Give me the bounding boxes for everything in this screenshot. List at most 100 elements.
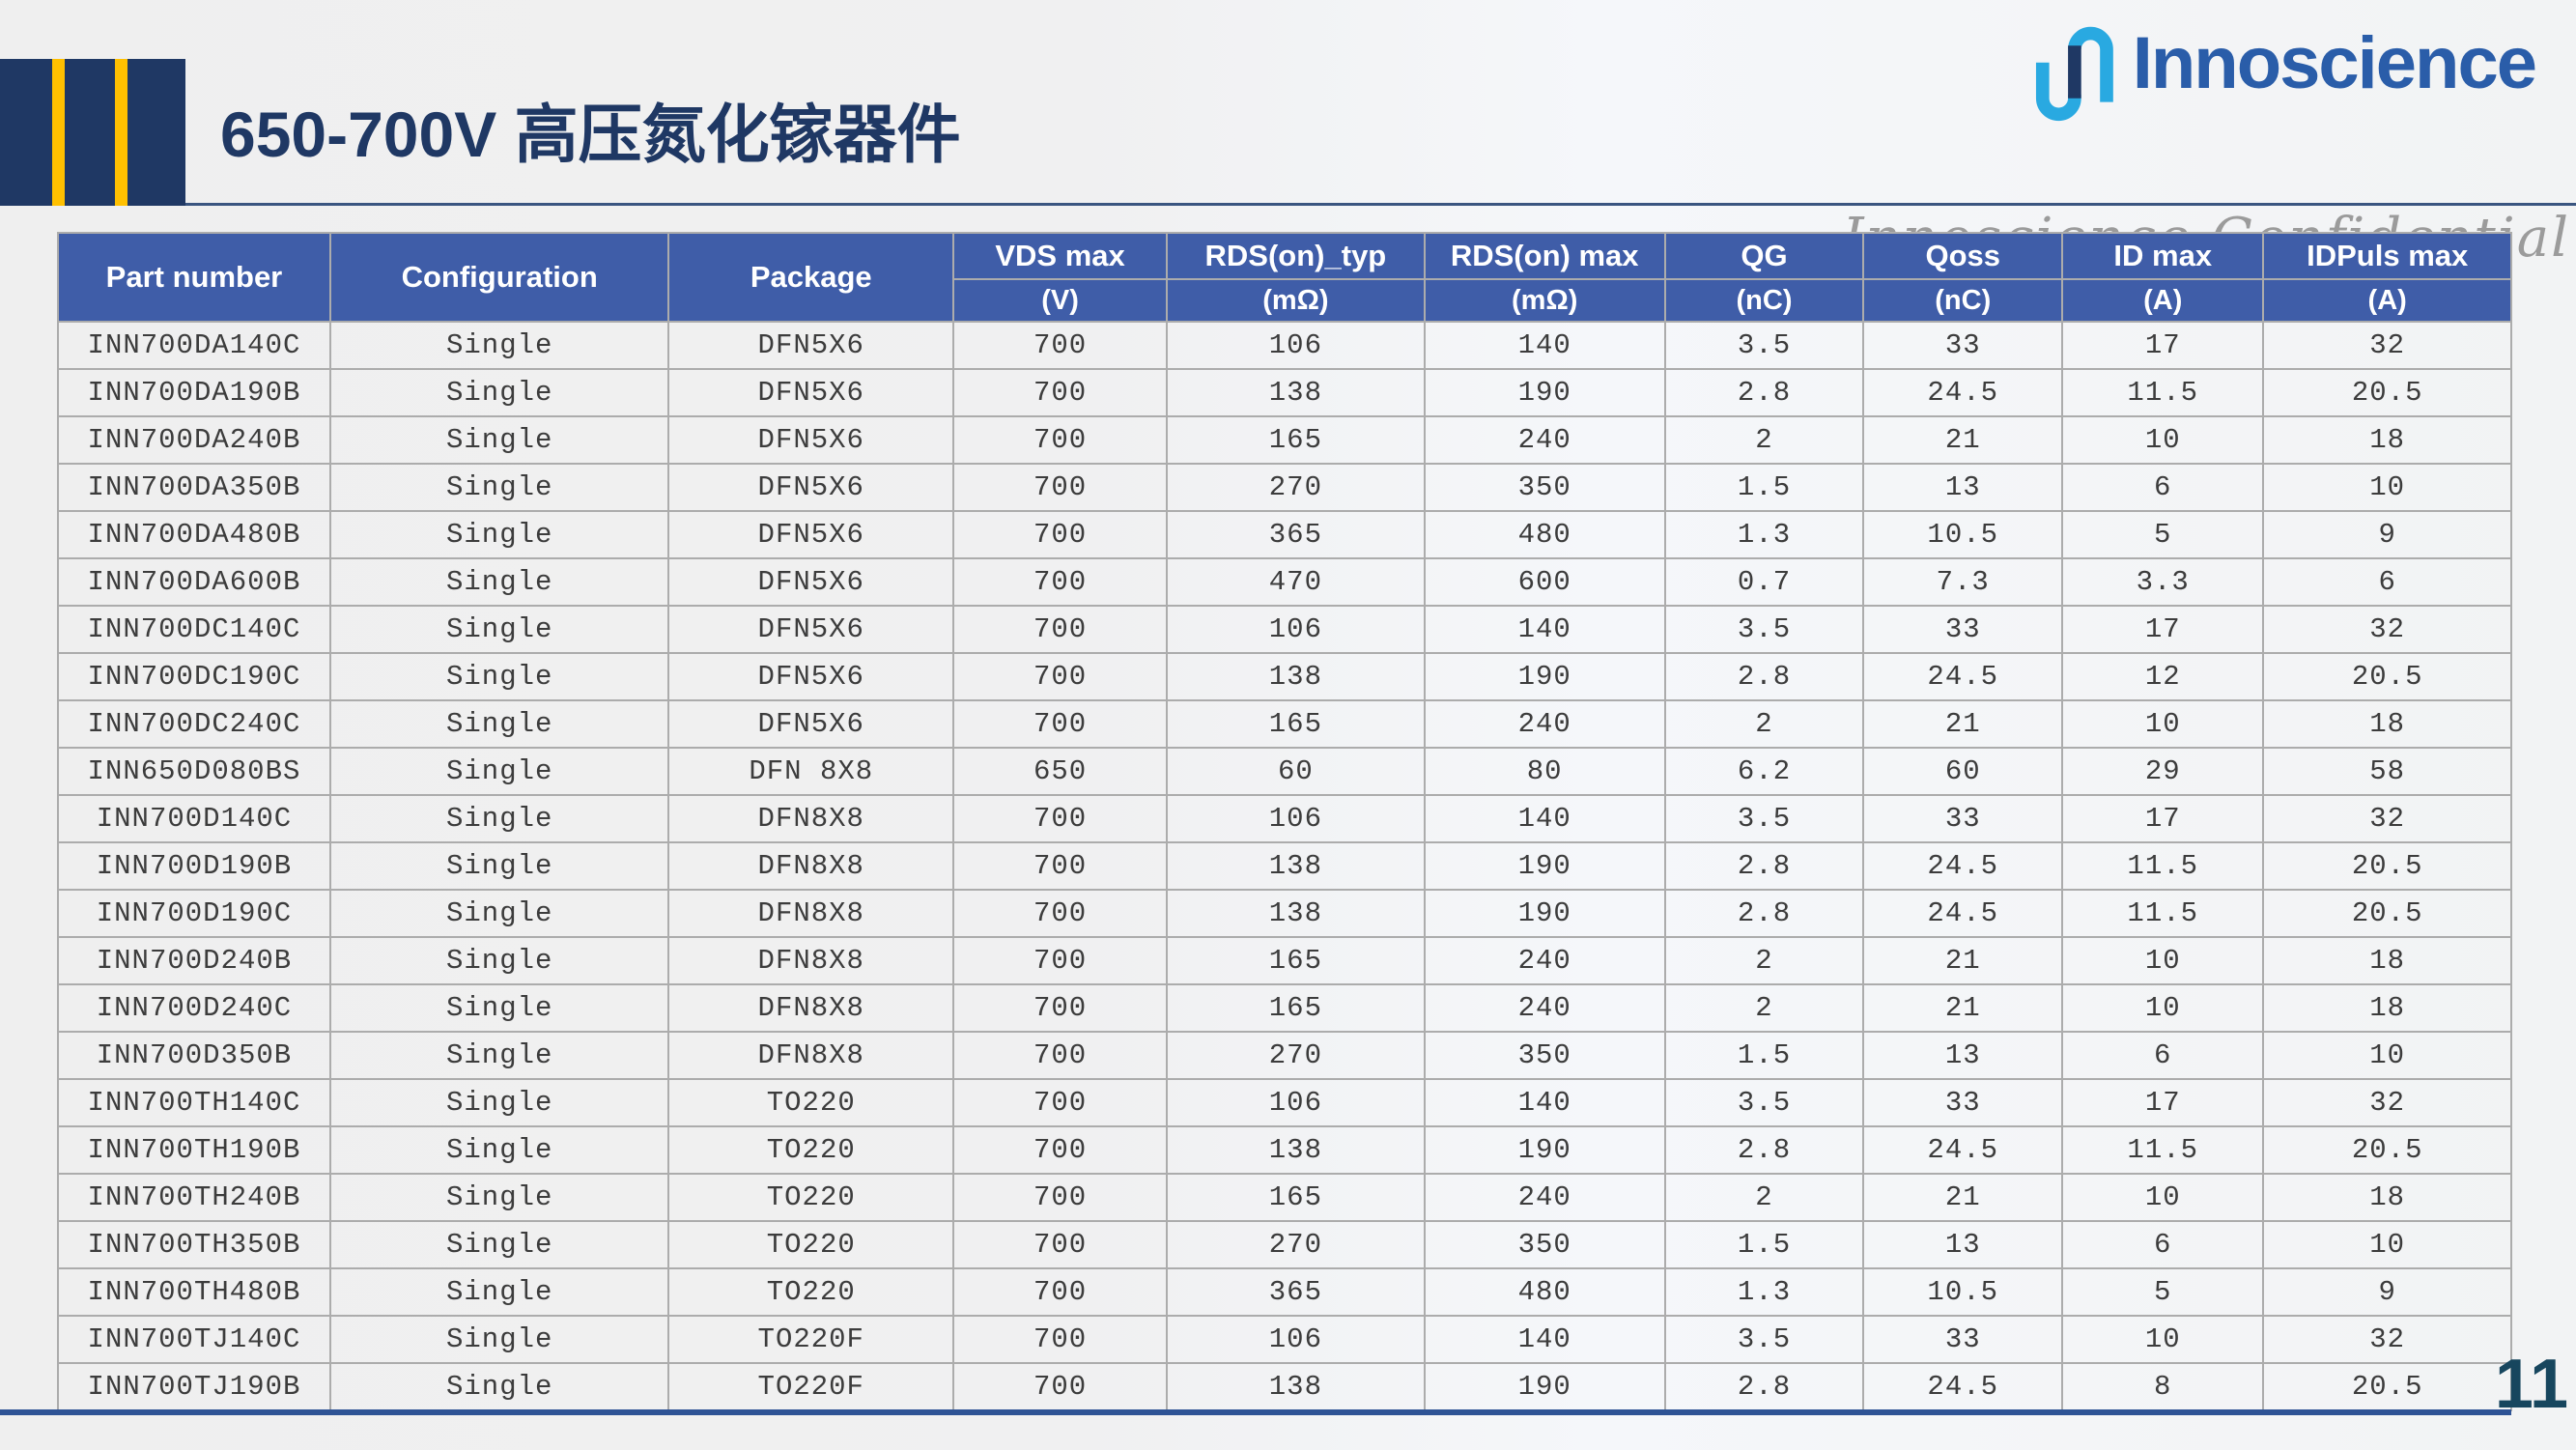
table-cell: 18: [2262, 415, 2512, 465]
table-cell: 3.5: [1663, 1315, 1865, 1364]
table-cell: 29: [2061, 747, 2265, 796]
table-row: INN700DC240C Single DFN5X6 700 165 240 2 21 10 18: [57, 699, 2512, 749]
table-cell: 700: [952, 936, 1169, 985]
table-cell: 480: [1423, 1267, 1666, 1317]
table-cell: Single: [328, 936, 670, 985]
page-number: 11: [2494, 1346, 2568, 1423]
table-cell: 18: [2262, 699, 2512, 749]
table-cell: 700: [952, 1031, 1169, 1080]
table-cell: Single: [328, 321, 670, 370]
title-underline: [0, 203, 2576, 206]
table-cell: DFN5X6: [667, 605, 955, 654]
table-cell: 138: [1166, 1125, 1426, 1175]
table-cell: 700: [952, 794, 1169, 843]
table-cell: 5: [2061, 510, 2265, 559]
table-cell: INN700DC140C: [57, 605, 331, 654]
table-cell: Single: [328, 1362, 670, 1411]
table-cell: DFN8X8: [667, 889, 955, 938]
table-row: INN700DC190C Single DFN5X6 700 138 190 2.8 24.5…: [57, 652, 2512, 701]
table-cell: 21: [1862, 699, 2064, 749]
table-cell: 33: [1862, 794, 2064, 843]
table-cell: 13: [1862, 1220, 2064, 1269]
table-cell: 365: [1166, 1267, 1426, 1317]
table-cell: 18: [2262, 936, 2512, 985]
table-cell: 6: [2061, 463, 2265, 512]
table-cell: DFN5X6: [667, 652, 955, 701]
table-cell: INN700DC240C: [57, 699, 331, 749]
table-cell: Single: [328, 1031, 670, 1080]
table-cell: DFN8X8: [667, 794, 955, 843]
table-cell: 10: [2061, 699, 2265, 749]
table-cell: 18: [2262, 983, 2512, 1033]
col-header-rdson-max: RDS(on) max: [1423, 232, 1666, 280]
table-cell: 10: [2061, 415, 2265, 465]
table-cell: 20.5: [2262, 1362, 2512, 1411]
table-cell: 10.5: [1862, 510, 2064, 559]
table-row: INN700DA140C Single DFN5X6 700 106 140 3.5 33 17…: [57, 321, 2512, 370]
table-cell: 700: [952, 510, 1169, 559]
table-cell: 240: [1423, 1173, 1666, 1222]
device-table-container: Part number Configuration Package VDS ma…: [0, 232, 2512, 1415]
table-cell: DFN8X8: [667, 983, 955, 1033]
table-cell: 700: [952, 1267, 1169, 1317]
table-cell: 3.5: [1663, 605, 1865, 654]
table-row: INN700DA190B Single DFN5X6 700 138 190 2.8 24.5…: [57, 368, 2512, 417]
table-cell: 8: [2061, 1362, 2265, 1411]
table-cell: 10: [2262, 1031, 2512, 1080]
table-cell: 700: [952, 463, 1169, 512]
table-cell: 5: [2061, 1267, 2265, 1317]
table-cell: 240: [1423, 983, 1666, 1033]
table-row: INN700TJ140C Single TO220F 700 106 140 3.5 33 10…: [57, 1315, 2512, 1364]
table-cell: 2.8: [1663, 368, 1865, 417]
col-header-idpuls-max: IDPuls max: [2262, 232, 2512, 280]
table-cell: INN700TH480B: [57, 1267, 331, 1317]
table-cell: Single: [328, 794, 670, 843]
table-cell: 10.5: [1862, 1267, 2064, 1317]
table-cell: 2.8: [1663, 652, 1865, 701]
decoration-stripe: [115, 59, 127, 206]
table-cell: 2: [1663, 983, 1865, 1033]
table-row: INN700TH480B Single TO220 700 365 480 1.3 10.5 5…: [57, 1267, 2512, 1317]
header-row-labels: Part number Configuration Package VDS ma…: [57, 232, 2512, 323]
table-cell: INN700D240B: [57, 936, 331, 985]
table-row: INN700DA350B Single DFN5X6 700 270 350 1.5 13 6 1…: [57, 463, 2512, 512]
table-cell: 2.8: [1663, 889, 1865, 938]
table-cell: 32: [2262, 605, 2512, 654]
table-cell: INN700DC190C: [57, 652, 331, 701]
col-unit-qoss: (nC): [1862, 278, 2064, 323]
table-cell: 1.5: [1663, 463, 1865, 512]
table-cell: INN700DA140C: [57, 321, 331, 370]
table-cell: 11.5: [2061, 368, 2265, 417]
table-cell: Single: [328, 510, 670, 559]
table-cell: 13: [1862, 1031, 2064, 1080]
table-cell: Single: [328, 699, 670, 749]
table-cell: 60: [1166, 747, 1426, 796]
table-cell: TO220: [667, 1220, 955, 1269]
table-cell: 17: [2061, 321, 2265, 370]
table-cell: 60: [1862, 747, 2064, 796]
table-cell: 33: [1862, 1315, 2064, 1364]
table-cell: 270: [1166, 463, 1426, 512]
table-cell: INN700TH240B: [57, 1173, 331, 1222]
table-cell: 700: [952, 841, 1169, 891]
table-cell: INN700TJ190B: [57, 1362, 331, 1411]
table-cell: 270: [1166, 1220, 1426, 1269]
table-row: INN700TJ190B Single TO220F 700 138 190 2.8 24.5…: [57, 1362, 2512, 1411]
table-row: INN700D240B Single DFN8X8 700 165 240 2 21 10 18: [57, 936, 2512, 985]
table-cell: 17: [2061, 605, 2265, 654]
table-cell: 700: [952, 1125, 1169, 1175]
table-cell: 140: [1423, 321, 1666, 370]
table-cell: DFN5X6: [667, 557, 955, 607]
table-cell: 165: [1166, 983, 1426, 1033]
table-cell: INN700DA480B: [57, 510, 331, 559]
table-cell: 190: [1423, 1362, 1666, 1411]
table-cell: 1.5: [1663, 1031, 1865, 1080]
col-unit-qg: (nC): [1663, 278, 1865, 323]
table-cell: Single: [328, 1173, 670, 1222]
table-cell: Single: [328, 1267, 670, 1317]
header-row-units: (V) (mΩ) (mΩ) (nC) (nC) (A) (A): [58, 278, 2512, 323]
table-cell: 700: [952, 652, 1169, 701]
table-cell: DFN5X6: [667, 321, 955, 370]
table-cell: 10: [2262, 1220, 2512, 1269]
